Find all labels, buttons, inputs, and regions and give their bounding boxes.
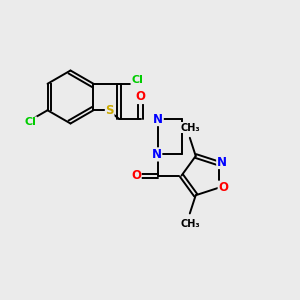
Text: Cl: Cl xyxy=(25,117,37,127)
Text: CH₃: CH₃ xyxy=(180,219,200,229)
Text: N: N xyxy=(217,155,227,169)
Text: O: O xyxy=(218,181,228,194)
Text: CH₃: CH₃ xyxy=(180,122,200,133)
Text: S: S xyxy=(105,104,114,117)
Text: O: O xyxy=(131,169,141,182)
Text: Cl: Cl xyxy=(131,75,143,85)
Text: O: O xyxy=(136,91,146,103)
Text: N: N xyxy=(152,148,162,161)
Text: N: N xyxy=(153,112,163,126)
